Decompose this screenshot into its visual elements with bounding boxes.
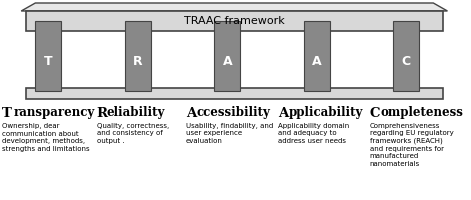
Text: A: A [312, 55, 322, 68]
Text: Applicability domain
and adequacy to
address user needs: Applicability domain and adequacy to add… [278, 123, 349, 144]
Text: A: A [186, 107, 196, 120]
Text: ccessibility: ccessibility [196, 106, 270, 119]
Text: T: T [44, 55, 53, 68]
Bar [35, 21, 61, 91]
Bar [125, 21, 151, 91]
Text: T: T [2, 107, 12, 120]
Text: ompleteness: ompleteness [380, 106, 463, 119]
Bar [26, 11, 443, 31]
Text: Ownership, dear
communication about
development, methods,
strengths and limitati: Ownership, dear communication about deve… [2, 123, 90, 152]
Text: A: A [278, 107, 288, 120]
Text: TRAAC framework: TRAAC framework [184, 16, 284, 26]
Text: R: R [133, 55, 143, 68]
Text: eliability: eliability [107, 106, 165, 119]
Text: Comprehensiveness
regarding EU regulatory
frameworks (REACH)
and requirements fo: Comprehensiveness regarding EU regulator… [370, 123, 454, 167]
Bar [304, 21, 330, 91]
Text: Usability, findability, and
user experience
evaluation: Usability, findability, and user experie… [186, 123, 273, 144]
Text: R: R [97, 107, 107, 120]
Bar [214, 21, 240, 91]
Text: C: C [370, 107, 380, 120]
Bar [393, 21, 419, 91]
Text: ransparency: ransparency [14, 106, 95, 119]
Text: pplicability: pplicability [288, 106, 363, 119]
Polygon shape [21, 3, 447, 11]
Text: A: A [222, 55, 232, 68]
Bar [26, 88, 443, 99]
Text: C: C [402, 55, 411, 68]
Text: Quality, correctness,
and consistency of
output .: Quality, correctness, and consistency of… [97, 123, 169, 144]
